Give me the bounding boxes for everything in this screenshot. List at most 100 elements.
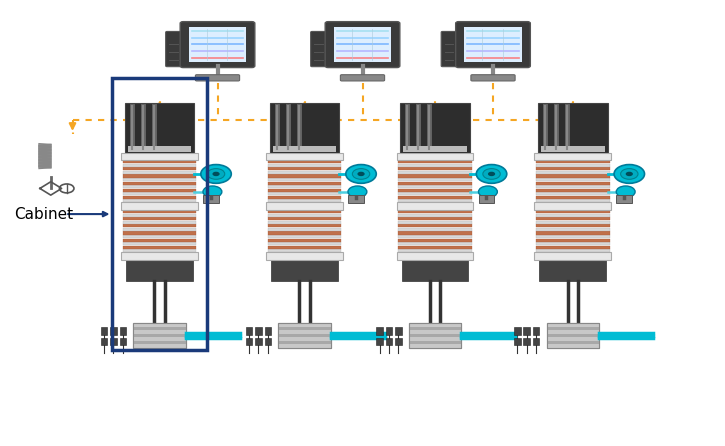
Bar [398, 196, 472, 199]
Bar [268, 199, 341, 202]
Bar [536, 178, 610, 181]
Bar [536, 160, 610, 163]
FancyBboxPatch shape [325, 21, 399, 67]
Bar [120, 327, 126, 334]
Bar [123, 189, 196, 192]
FancyBboxPatch shape [441, 31, 457, 66]
Bar [133, 337, 186, 341]
Bar [398, 235, 472, 238]
Bar [536, 246, 610, 249]
Bar [125, 103, 194, 153]
Bar [268, 231, 341, 235]
Bar [123, 231, 196, 235]
Bar [268, 185, 341, 188]
Bar [536, 167, 610, 170]
Bar [538, 103, 608, 153]
Bar [398, 217, 472, 220]
Bar [101, 327, 107, 334]
Bar [133, 341, 186, 344]
Circle shape [203, 186, 222, 198]
Bar [536, 239, 610, 242]
Bar [397, 153, 473, 160]
Bar [536, 242, 610, 245]
Bar [268, 196, 341, 199]
Bar [273, 146, 336, 152]
Bar [278, 341, 331, 344]
Bar [123, 160, 196, 163]
Bar [536, 217, 610, 220]
Bar [133, 330, 186, 334]
Bar [398, 228, 472, 231]
Bar [123, 185, 196, 188]
Bar [547, 323, 599, 348]
FancyBboxPatch shape [310, 31, 326, 66]
Bar [409, 323, 461, 348]
Bar [398, 214, 472, 217]
Bar [128, 146, 191, 152]
Bar [536, 199, 610, 202]
Bar [409, 334, 461, 337]
Bar [478, 195, 494, 203]
Bar [270, 103, 339, 153]
Bar [101, 338, 107, 345]
Bar [547, 330, 599, 334]
Bar [268, 235, 341, 238]
Bar [123, 182, 196, 185]
FancyBboxPatch shape [341, 74, 384, 81]
Bar [123, 210, 196, 213]
Circle shape [483, 169, 500, 179]
Bar [398, 185, 472, 188]
Circle shape [626, 172, 633, 176]
Bar [547, 327, 599, 330]
Bar [133, 323, 186, 348]
Bar [523, 338, 530, 345]
Bar [271, 260, 338, 281]
Bar [395, 327, 402, 334]
Circle shape [476, 165, 507, 183]
Circle shape [614, 165, 645, 183]
Bar [536, 235, 610, 238]
Bar [536, 231, 610, 235]
Circle shape [488, 172, 495, 176]
Bar [268, 242, 341, 245]
Circle shape [201, 165, 231, 183]
Bar [278, 344, 331, 348]
Circle shape [348, 186, 367, 198]
Bar [268, 214, 341, 217]
Bar [541, 146, 605, 152]
Bar [110, 327, 117, 334]
Bar [123, 224, 196, 227]
Bar [398, 189, 472, 192]
Circle shape [616, 186, 635, 198]
Bar [334, 27, 392, 62]
Bar [265, 327, 271, 334]
Bar [266, 153, 343, 160]
Bar [533, 338, 539, 345]
Bar [348, 195, 364, 203]
Bar [398, 174, 472, 178]
Bar [126, 260, 193, 281]
Bar [121, 153, 198, 160]
Bar [409, 344, 461, 348]
Bar [547, 323, 599, 327]
Bar [268, 192, 341, 195]
Bar [536, 224, 610, 227]
Bar [398, 242, 472, 245]
Bar [112, 78, 207, 350]
Bar [536, 174, 610, 178]
Bar [539, 260, 606, 281]
Bar [536, 221, 610, 224]
Bar [547, 344, 599, 348]
Bar [536, 185, 610, 188]
Bar [398, 167, 472, 170]
Bar [123, 164, 196, 167]
Bar [398, 249, 472, 252]
Bar [398, 221, 472, 224]
Bar [246, 327, 252, 334]
Bar [534, 252, 611, 260]
Bar [265, 338, 271, 345]
Bar [534, 153, 611, 160]
Bar [268, 239, 341, 242]
Bar [188, 27, 246, 62]
Bar [386, 327, 392, 334]
